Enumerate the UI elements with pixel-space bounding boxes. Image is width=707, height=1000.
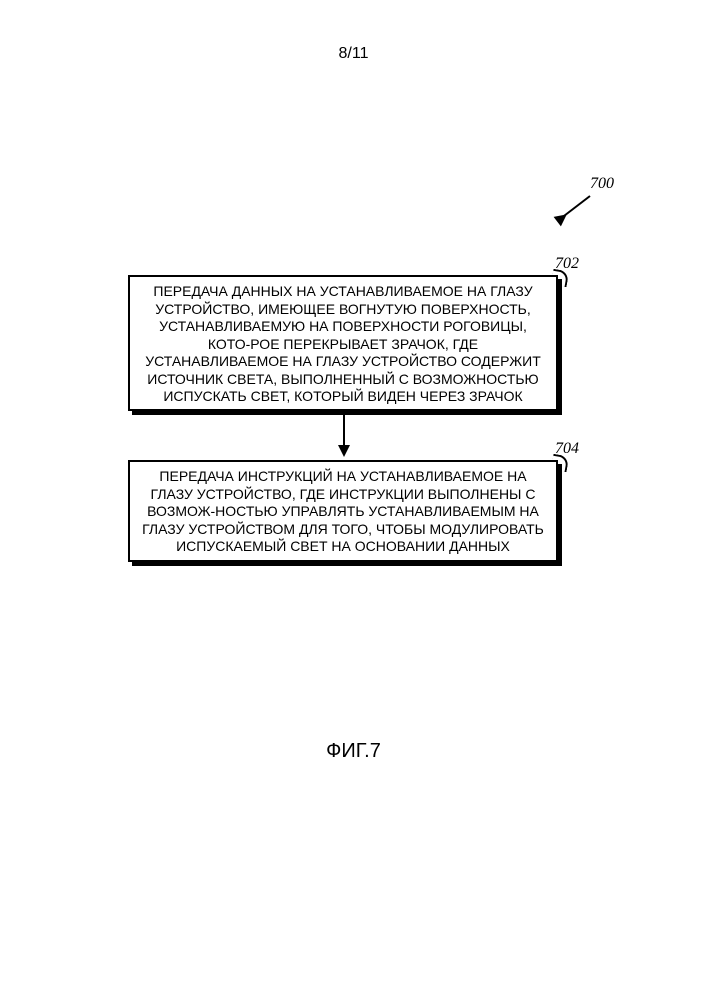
page: 8/11 700 ПЕРЕДАЧА ДАННЫХ НА УСТАНАВЛИВАЕ… [0, 0, 707, 1000]
figure-caption: ФИГ.7 [0, 740, 707, 763]
page-number: 8/11 [0, 45, 707, 63]
flow-arrow-head [338, 445, 350, 457]
flow-arrow-line [343, 413, 345, 445]
step-2-box: ПЕРЕДАЧА ИНСТРУКЦИЙ НА УСТАНАВЛИВАЕМОЕ Н… [128, 460, 558, 562]
figure-ref-700: 700 [590, 175, 614, 193]
step-1-box: ПЕРЕДАЧА ДАННЫХ НА УСТАНАВЛИВАЕМОЕ НА ГЛ… [128, 275, 558, 411]
